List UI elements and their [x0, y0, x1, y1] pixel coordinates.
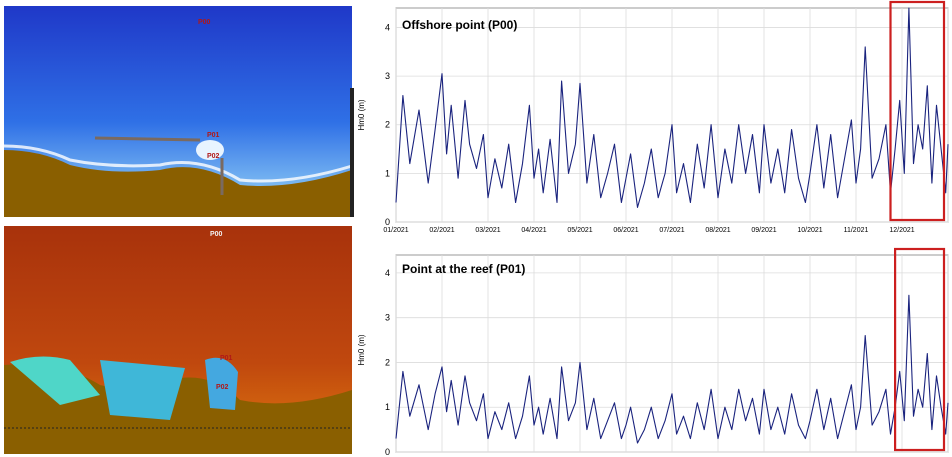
- chart-0-xtick-label: 05/2021: [567, 227, 592, 234]
- chart-0-xtick-label: 08/2021: [705, 227, 730, 234]
- chart-0-xtick-label: 04/2021: [521, 227, 546, 234]
- chart-0-ylabel: Hm0 (m): [357, 99, 366, 130]
- chart-offshore-p00: 0 1 2 3 4 01/2021 02/2021 03/2021 04/2021 05/2021…: [357, 0, 949, 234]
- chart-1-ytick-label: 2: [385, 357, 390, 367]
- chart-0-ytick-label: 3: [385, 71, 390, 81]
- chart-0-ytick-label: 2: [385, 120, 390, 130]
- chart-0-xtick-label: 10/2021: [797, 227, 822, 234]
- chart-0-xtick-label: 09/2021: [751, 227, 776, 234]
- chart-0-ytick-label: 1: [385, 168, 390, 178]
- map-panels: P00 P01 P02 P00 P01 P02: [3, 6, 354, 454]
- chart-0-xtick-label: 07/2021: [659, 227, 684, 234]
- map-top-label-p02: P02: [207, 153, 220, 160]
- chart-0-ytick-label: 0: [385, 217, 390, 227]
- chart-0-xtick-label: 11/2021: [844, 227, 869, 234]
- chart-1-ytick-label: 0: [385, 447, 390, 457]
- chart-0-xtick-label: 03/2021: [475, 227, 500, 234]
- map-bottom-label-p02: P02: [216, 384, 229, 391]
- chart-0-highlight-box: [889, 0, 946, 222]
- chart-reef-p01: 0 1 2 3 4 Point at the reef (P01) Hm0 (m): [357, 247, 949, 457]
- chart-1-ytick-label: 3: [385, 313, 390, 323]
- chart-0-xtick-label: 01/2021: [383, 227, 408, 234]
- map-top: P00 P01 P02: [3, 6, 354, 217]
- map-bottom-label-p00: P00: [210, 231, 223, 238]
- chart-1-highlight-box: [893, 247, 946, 452]
- charts: 0 1 2 3 4 01/2021 02/2021 03/2021 04/2021 05/2021…: [357, 0, 949, 457]
- chart-0-ytick-label: 4: [385, 22, 390, 32]
- chart-1-title: Point at the reef (P01): [402, 262, 525, 276]
- map-bottom: P00 P01 P02: [4, 226, 352, 454]
- chart-1-ytick-label: 4: [385, 268, 390, 278]
- map-bottom-label-p01: P01: [220, 355, 233, 362]
- chart-1-ylabel: Hm0 (m): [357, 334, 366, 365]
- map-top-label-p00: P00: [198, 19, 211, 26]
- chart-0-title: Offshore point (P00): [402, 18, 517, 32]
- chart-1-ytick-label: 1: [385, 402, 390, 412]
- chart-1-series-0-line: [395, 294, 949, 444]
- map-top-label-p01: P01: [207, 132, 220, 139]
- chart-0-xtick-label: 02/2021: [429, 227, 454, 234]
- chart-0-xtick-label: 12/2021: [889, 227, 914, 234]
- chart-0-series-0-line: [395, 7, 949, 208]
- chart-0-xtick-label: 06/2021: [613, 227, 638, 234]
